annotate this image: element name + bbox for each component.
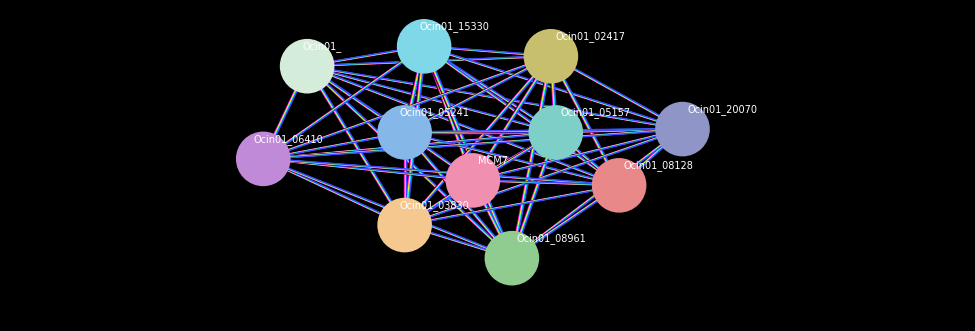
Text: Ocin01_15330: Ocin01_15330 <box>419 22 489 32</box>
Text: Ocin01_06410: Ocin01_06410 <box>254 134 324 145</box>
Text: Ocin01_02417: Ocin01_02417 <box>556 31 626 42</box>
Text: Ocin01_20070: Ocin01_20070 <box>687 104 758 115</box>
Ellipse shape <box>397 19 451 73</box>
Text: Ocin01_08128: Ocin01_08128 <box>624 161 694 171</box>
Ellipse shape <box>377 105 432 160</box>
Text: Ocin01_: Ocin01_ <box>302 41 341 52</box>
Ellipse shape <box>592 158 646 213</box>
Ellipse shape <box>524 29 578 83</box>
Ellipse shape <box>655 102 710 156</box>
Text: Ocin01_03830: Ocin01_03830 <box>400 200 470 211</box>
Text: Ocin01_05241: Ocin01_05241 <box>400 108 470 118</box>
Text: MCM7: MCM7 <box>478 157 508 166</box>
Text: Ocin01_05157: Ocin01_05157 <box>561 108 631 118</box>
Ellipse shape <box>377 198 432 252</box>
Ellipse shape <box>280 39 334 93</box>
Ellipse shape <box>446 153 500 208</box>
Ellipse shape <box>236 132 291 186</box>
Text: Ocin01_08961: Ocin01_08961 <box>517 233 587 244</box>
Ellipse shape <box>528 105 583 160</box>
Ellipse shape <box>485 231 539 285</box>
